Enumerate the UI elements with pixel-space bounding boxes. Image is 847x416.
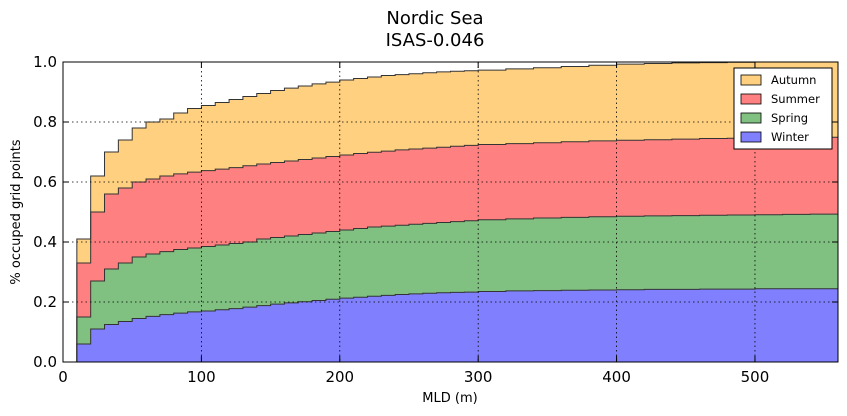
area-winter bbox=[76, 288, 838, 362]
stacked-areas bbox=[76, 61, 839, 362]
legend-label-summer: Summer bbox=[771, 92, 820, 106]
x-tick-label: 400 bbox=[602, 368, 631, 386]
legend-label-winter: Winter bbox=[771, 130, 809, 144]
legend-swatch-spring bbox=[740, 112, 762, 124]
x-tick-label: 100 bbox=[187, 368, 216, 386]
x-tick-label: 200 bbox=[325, 368, 354, 386]
plot-frame bbox=[62, 61, 839, 363]
chart-title: Nordic Sea bbox=[386, 8, 483, 29]
y-tick-label: 1.0 bbox=[33, 53, 57, 71]
chart-subtitle: ISAS-0.046 bbox=[386, 30, 485, 51]
y-tick-label: 0.8 bbox=[33, 113, 57, 131]
legend-swatch-autumn bbox=[740, 74, 762, 86]
y-tick-label: 0.0 bbox=[33, 353, 57, 371]
x-tick-label: 0 bbox=[58, 368, 68, 386]
legend-label-spring: Spring bbox=[771, 111, 808, 125]
line-summer bbox=[76, 136, 839, 362]
axis-ticks: 0 100 200 300 400 500 0.0 0.2 0.4 0.6 0.8 1.0 bbox=[33, 53, 838, 386]
legend-swatch-summer bbox=[740, 93, 762, 105]
x-axis-label: MLD (m) bbox=[422, 391, 477, 406]
legend-swatch-winter bbox=[740, 131, 762, 143]
x-tick-label: 300 bbox=[464, 368, 493, 386]
y-axis-label: % occuped grid points bbox=[9, 139, 24, 284]
legend: Autumn Summer Spring Winter bbox=[733, 67, 833, 150]
line-spring bbox=[76, 213, 839, 362]
x-tick-label: 500 bbox=[741, 368, 770, 386]
y-tick-label: 0.2 bbox=[33, 293, 57, 311]
y-tick-label: 0.6 bbox=[33, 173, 57, 191]
line-winter bbox=[76, 288, 839, 362]
y-tick-label: 0.4 bbox=[33, 233, 57, 251]
legend-label-autumn: Autumn bbox=[771, 73, 816, 87]
